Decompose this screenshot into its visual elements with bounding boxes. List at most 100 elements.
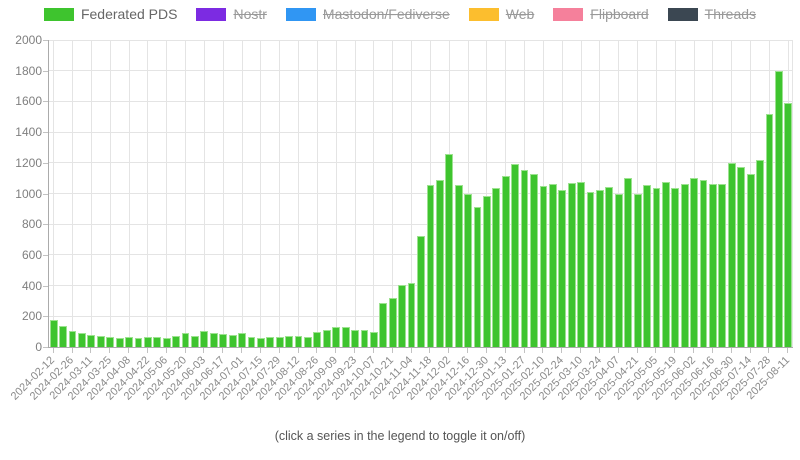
bar-2025-08-04 (774, 70, 783, 347)
bar-2024-09-09 (332, 327, 341, 347)
x-tick-mark (354, 348, 356, 353)
bar-2025-05-19 (671, 188, 680, 347)
legend-label-nostr: Nostr (233, 6, 267, 22)
x-tick-mark (278, 348, 280, 353)
bar-2025-04-21 (633, 193, 642, 347)
legend-item-federated-pds[interactable]: Federated PDS (43, 6, 178, 22)
bar-2024-09-30 (360, 330, 369, 347)
bar-2024-02-12 (49, 320, 58, 347)
y-tick-mark (43, 193, 48, 195)
x-tick-mark (674, 348, 676, 353)
y-tick-mark (43, 347, 48, 348)
x-tick-mark (617, 348, 619, 353)
gridline-y-800 (49, 223, 793, 225)
bar-2025-02-03 (530, 173, 538, 347)
x-tick-mark (787, 348, 789, 353)
gridline-x-2024-10-07 (373, 40, 375, 347)
y-tick-label-200: 200 (21, 309, 42, 324)
y-tick-label-1200: 1200 (15, 155, 42, 170)
y-tick-label-800: 800 (21, 217, 42, 232)
bar-2024-04-22 (143, 337, 152, 347)
bar-2025-05-26 (680, 183, 689, 347)
bar-2024-10-07 (370, 331, 378, 347)
bar-2024-08-12 (294, 335, 303, 347)
gridline-x-2024-11-04 (411, 40, 413, 347)
x-tick-mark (655, 348, 657, 353)
legend-swatch-threads (667, 8, 698, 22)
gridline-x-2024-02-12 (53, 40, 55, 347)
chart-legend: Federated PDS Nostr Mastodon/Fediverse Web F… (0, 6, 800, 22)
x-tick-mark (598, 348, 600, 353)
bar-2024-09-23 (351, 330, 359, 347)
gridline-y-2000 (49, 39, 793, 41)
y-tick-mark (43, 316, 48, 318)
gridline-x-2024-04-22 (147, 40, 149, 347)
x-tick-mark (485, 348, 487, 353)
x-tick-mark (523, 348, 525, 353)
y-tick-label-2000: 2000 (15, 33, 42, 47)
gridline-x-2024-02-26 (72, 40, 74, 347)
legend-item-web[interactable]: Web (468, 6, 535, 22)
gridline-x-2024-08-26 (316, 40, 318, 347)
bar-2024-07-08 (247, 337, 256, 347)
bar-2024-09-16 (341, 327, 350, 347)
y-tick-label-1800: 1800 (15, 63, 42, 78)
gridline-right-edge (792, 40, 793, 347)
bar-2024-08-19 (304, 337, 312, 347)
y-tick-label-1000: 1000 (15, 186, 42, 201)
bar-2024-07-29 (275, 337, 284, 347)
bar-2024-12-09 (454, 185, 463, 347)
x-tick-mark (52, 348, 54, 353)
x-tick-mark (580, 348, 582, 353)
y-tick-mark (43, 224, 48, 226)
legend-item-mastodon-fediverse[interactable]: Mastodon/Fediverse (285, 6, 450, 22)
gridline-x-2024-12-30 (486, 40, 488, 347)
legend-label-web: Web (505, 6, 535, 22)
x-tick-mark (504, 348, 506, 353)
x-tick-mark (561, 348, 563, 353)
bar-2024-06-10 (209, 333, 218, 347)
bar-2025-06-09 (699, 179, 708, 347)
x-tick-mark (184, 348, 186, 353)
legend-item-flipboard[interactable]: Flipboard (553, 6, 649, 22)
bar-2024-06-03 (200, 330, 209, 347)
bar-2024-04-01 (115, 337, 124, 347)
gridline-x-2024-10-21 (392, 40, 394, 347)
x-tick-mark (203, 348, 205, 353)
bar-2025-03-24 (596, 190, 604, 347)
bar-2025-07-07 (737, 167, 746, 347)
bar-2024-10-28 (398, 284, 407, 347)
bar-2025-01-06 (492, 188, 501, 347)
gridline-y-1600 (49, 100, 793, 102)
y-tick-mark (43, 285, 48, 287)
legend-toggle-hint: (click a series in the legend to toggle … (274, 429, 526, 443)
x-tick-mark (259, 348, 261, 353)
bar-2024-04-15 (134, 338, 143, 347)
gridline-x-2024-03-11 (90, 40, 92, 347)
y-tick-label-1400: 1400 (15, 125, 42, 140)
bar-2024-02-26 (68, 330, 77, 347)
x-tick-mark (730, 348, 732, 353)
bar-2024-06-17 (219, 334, 228, 347)
bar-2025-03-31 (605, 186, 614, 347)
y-tick-label-600: 600 (21, 247, 42, 262)
bar-2025-07-21 (756, 159, 764, 347)
legend-item-threads[interactable]: Threads (667, 6, 756, 22)
bar-chart-plot-area (48, 39, 793, 348)
bar-2024-08-05 (285, 335, 294, 347)
bar-2025-01-13 (501, 175, 510, 347)
bar-2024-05-20 (181, 333, 190, 347)
gridline-x-2024-08-12 (298, 40, 300, 347)
x-tick-mark (297, 348, 299, 353)
x-tick-mark (391, 348, 393, 353)
legend-label-federated-pds: Federated PDS (80, 6, 178, 22)
legend-item-nostr[interactable]: Nostr (196, 6, 267, 22)
x-tick-mark (146, 348, 148, 353)
x-tick-mark (241, 348, 243, 353)
gridline-y-1800 (49, 70, 793, 72)
x-tick-mark (693, 348, 695, 353)
gridline-x-2024-05-06 (166, 40, 168, 347)
bar-2024-04-08 (125, 337, 133, 347)
y-tick-label-0: 0 (35, 340, 42, 354)
gridline-x-2024-07-15 (260, 40, 262, 347)
